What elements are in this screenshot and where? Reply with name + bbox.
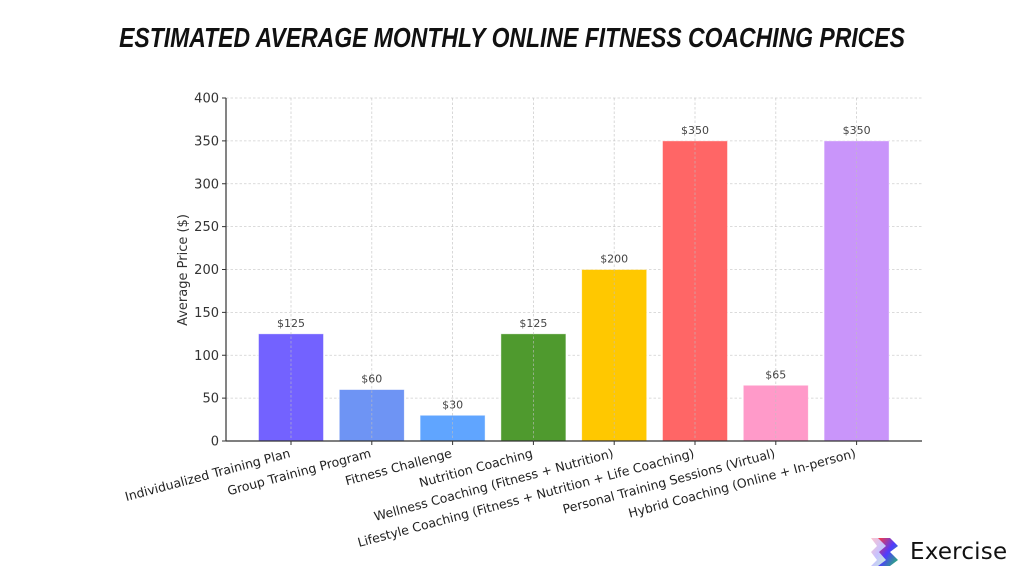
exercise-logo-icon bbox=[871, 538, 898, 566]
grid-lines bbox=[226, 97, 922, 399]
y-tick-label: 350 bbox=[194, 134, 219, 149]
bar-value-label: $350 bbox=[681, 124, 709, 137]
y-tick-label: 250 bbox=[194, 220, 219, 235]
y-tick-label: 150 bbox=[194, 306, 219, 321]
y-tick-label: 400 bbox=[194, 92, 219, 107]
vertical-grid-lines bbox=[290, 98, 857, 441]
axes bbox=[225, 98, 922, 445]
y-tick-label: 100 bbox=[194, 349, 219, 364]
bar-value-label: $125 bbox=[519, 317, 547, 330]
brand-name: Exercise bbox=[910, 539, 1008, 565]
bar-value-label: $350 bbox=[843, 124, 871, 137]
y-tick-label: 300 bbox=[194, 177, 219, 192]
bars bbox=[258, 140, 890, 442]
y-axis-label: Average Price ($) bbox=[176, 214, 191, 326]
bar-value-label: $65 bbox=[765, 368, 786, 381]
chart-title: ESTIMATED AVERAGE MONTHLY ONLINE FITNESS… bbox=[119, 22, 905, 53]
y-tick-label: 0 bbox=[211, 435, 219, 450]
y-tick-label: 200 bbox=[194, 263, 219, 278]
brand-logo: Exercise bbox=[868, 533, 1007, 571]
bar-value-label: $125 bbox=[277, 317, 305, 330]
y-axis-ticks: 0 50 100 150 200 250 300 350 400 bbox=[194, 92, 226, 450]
y-tick-label: 50 bbox=[202, 392, 219, 407]
bar-value-label: $200 bbox=[600, 253, 628, 266]
bar-value-labels: $125 $60 $30 $125 $200 $350 $65 $350 bbox=[277, 124, 871, 411]
bar-value-label: $60 bbox=[361, 373, 382, 386]
bar-value-label: $30 bbox=[442, 398, 463, 411]
